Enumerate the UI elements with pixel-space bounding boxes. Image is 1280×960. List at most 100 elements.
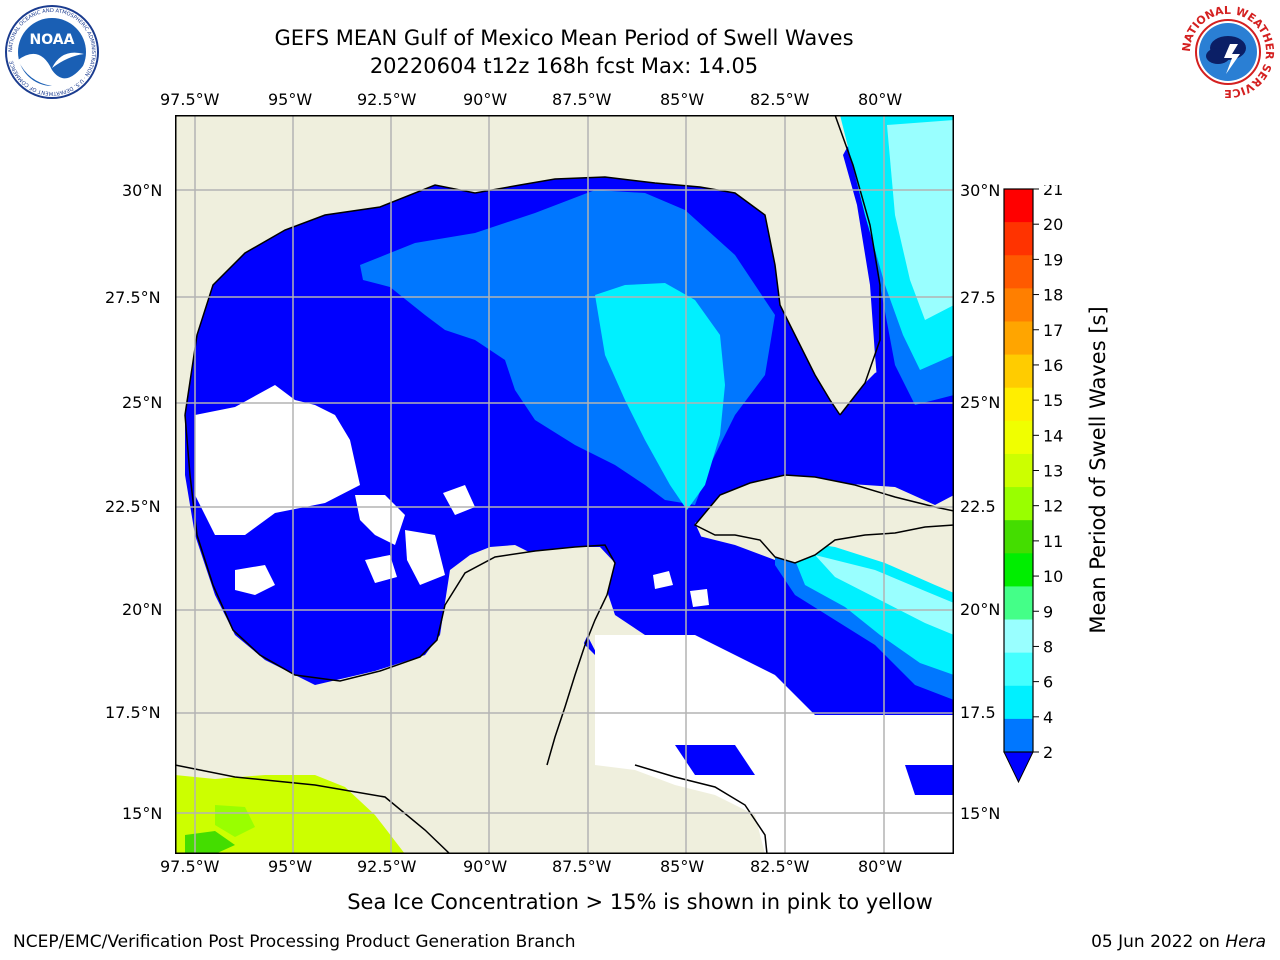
lon-label-top: 95°W [268, 90, 313, 109]
colorbar-tick-label: 12 [1043, 497, 1063, 516]
credit-date: 05 Jun 2022 on [1091, 932, 1226, 952]
lon-label-top: 82.5°W [750, 90, 810, 109]
colorbar-tick-label: 18 [1043, 286, 1063, 305]
nws-logo: NATIONAL WEATHER SERVICE [1180, 4, 1276, 100]
colorbar-segment [1004, 354, 1033, 389]
colorbar-segment [1004, 685, 1033, 720]
colorbar-segment [1004, 718, 1033, 753]
missing-data [653, 571, 673, 589]
gridlines [175, 115, 954, 854]
swell-band-6s [787, 540, 954, 675]
chart-subtitle: 20220604 t12z 168h fcst Max: 14.05 [369, 54, 759, 78]
colorbar-tick-label: 11 [1043, 532, 1063, 551]
colorbar-segment [1004, 586, 1033, 621]
caribbean-ocean [605, 535, 954, 715]
lat-label-right: 22.5 [960, 497, 996, 516]
colorbar-segment [1004, 189, 1033, 223]
colorbar-tick-label: 14 [1043, 426, 1063, 445]
lon-label-bottom: 95°W [268, 857, 313, 876]
lat-label-right: 17.5 [960, 703, 996, 722]
colorbar-extend-triangle [1003, 751, 1034, 784]
caribbean-ocean [775, 675, 954, 715]
colorbar-tick-label: 4 [1043, 708, 1053, 727]
colorbar-tick-label: 15 [1043, 391, 1063, 410]
missing-data [690, 589, 709, 607]
lat-label-left: 15°N [122, 804, 163, 823]
colorbar-segment [1004, 520, 1033, 554]
colorbar-segment [1004, 553, 1033, 587]
credit-host: Hera [1225, 932, 1266, 952]
coastline [184, 414, 616, 766]
colorbar: 21 20 19 18 17 16 15 14 13 12 11 10 9 8 6 4 2 [1003, 185, 1063, 784]
coastline [834, 115, 881, 416]
coastline [634, 764, 768, 854]
missing-data [405, 530, 445, 585]
lon-label-bottom: 85°W [660, 857, 705, 876]
colorbar-tick-label: 13 [1043, 462, 1063, 481]
swell-band-6s [595, 283, 725, 510]
colorbar-segment [1004, 487, 1033, 521]
colorbar-segment [1004, 288, 1033, 322]
cuba-land [693, 474, 954, 564]
colorbar-tick-label: 10 [1043, 567, 1063, 586]
coastline [175, 764, 451, 854]
colorbar-tick-label: 9 [1043, 602, 1053, 621]
missing-data [365, 555, 397, 583]
lon-label-top: 80°W [858, 90, 903, 109]
colorbar-segment [1004, 222, 1033, 256]
colorbar-segment [1004, 321, 1033, 356]
missing-data [195, 385, 360, 535]
lat-label-right: 30°N [960, 181, 1001, 200]
sea-ice-note: Sea Ice Concentration > 15% is shown in … [347, 890, 933, 914]
lat-label-right: 20°N [960, 600, 1001, 619]
lat-label-left: 17.5°N [105, 703, 161, 722]
swell-period-map [175, 115, 954, 854]
lon-label-bottom: 87.5°W [552, 857, 612, 876]
colorbar-tick-label: 8 [1043, 637, 1053, 656]
colorbar-tick-label: 20 [1043, 215, 1063, 234]
colorbar-segments [1004, 189, 1033, 753]
colorbar-segment [1004, 453, 1033, 488]
colorbar-tick-label: 21 [1043, 185, 1063, 199]
colorbar-tick-label: 19 [1043, 250, 1063, 269]
missing-data [235, 565, 275, 595]
lat-label-right: 15°N [960, 804, 1001, 823]
swell-band-8s [887, 120, 954, 320]
lon-label-top: 87.5°W [552, 90, 612, 109]
lon-label-top: 85°W [660, 90, 705, 109]
lat-label-left: 20°N [122, 600, 163, 619]
colorbar-label: Mean Period of Swell Waves [s] [1086, 306, 1110, 634]
lat-label-right: 27.5 [960, 288, 996, 307]
coastline [184, 176, 841, 416]
lon-label-top: 92.5°W [357, 90, 417, 109]
lon-label-top: 97.5°W [160, 90, 220, 109]
lon-label-bottom: 80°W [858, 857, 903, 876]
right-credit: 05 Jun 2022 on Hera [1091, 932, 1266, 952]
caribbean-ocean [675, 745, 755, 775]
caribbean-ocean [905, 765, 954, 795]
lat-label-left: 25°N [122, 393, 163, 412]
colorbar-segment [1004, 652, 1033, 687]
colorbar-segment [1004, 619, 1033, 654]
lat-label-right: 25°N [960, 393, 1001, 412]
sea-ice-overlay [185, 831, 235, 854]
lon-label-bottom: 92.5°W [357, 857, 417, 876]
lon-label-top: 90°W [463, 90, 508, 109]
lat-label-left: 27.5°N [105, 288, 161, 307]
noaa-logo: NOAA NATIONAL OCEANIC AND ATMOSPHERIC AD… [5, 5, 99, 99]
yucatan-land [443, 547, 615, 775]
chart-title: GEFS MEAN Gulf of Mexico Mean Period of … [274, 26, 854, 50]
colorbar-segment [1004, 387, 1033, 422]
colorbar-segment [1004, 255, 1033, 289]
left-credit: NCEP/EMC/Verification Post Processing Pr… [13, 932, 576, 952]
colorbar-tick-label: 17 [1043, 321, 1063, 340]
lon-label-bottom: 97.5°W [160, 857, 220, 876]
colorbar-segment [1004, 420, 1033, 455]
lat-label-left: 22.5°N [105, 497, 161, 516]
noaa-logo-text: NOAA [30, 32, 75, 48]
lon-label-bottom: 82.5°W [750, 857, 810, 876]
colorbar-tick-label: 16 [1043, 356, 1063, 375]
lat-label-left: 30°N [122, 181, 163, 200]
map-frame [175, 115, 954, 854]
central-america-land [585, 765, 765, 854]
